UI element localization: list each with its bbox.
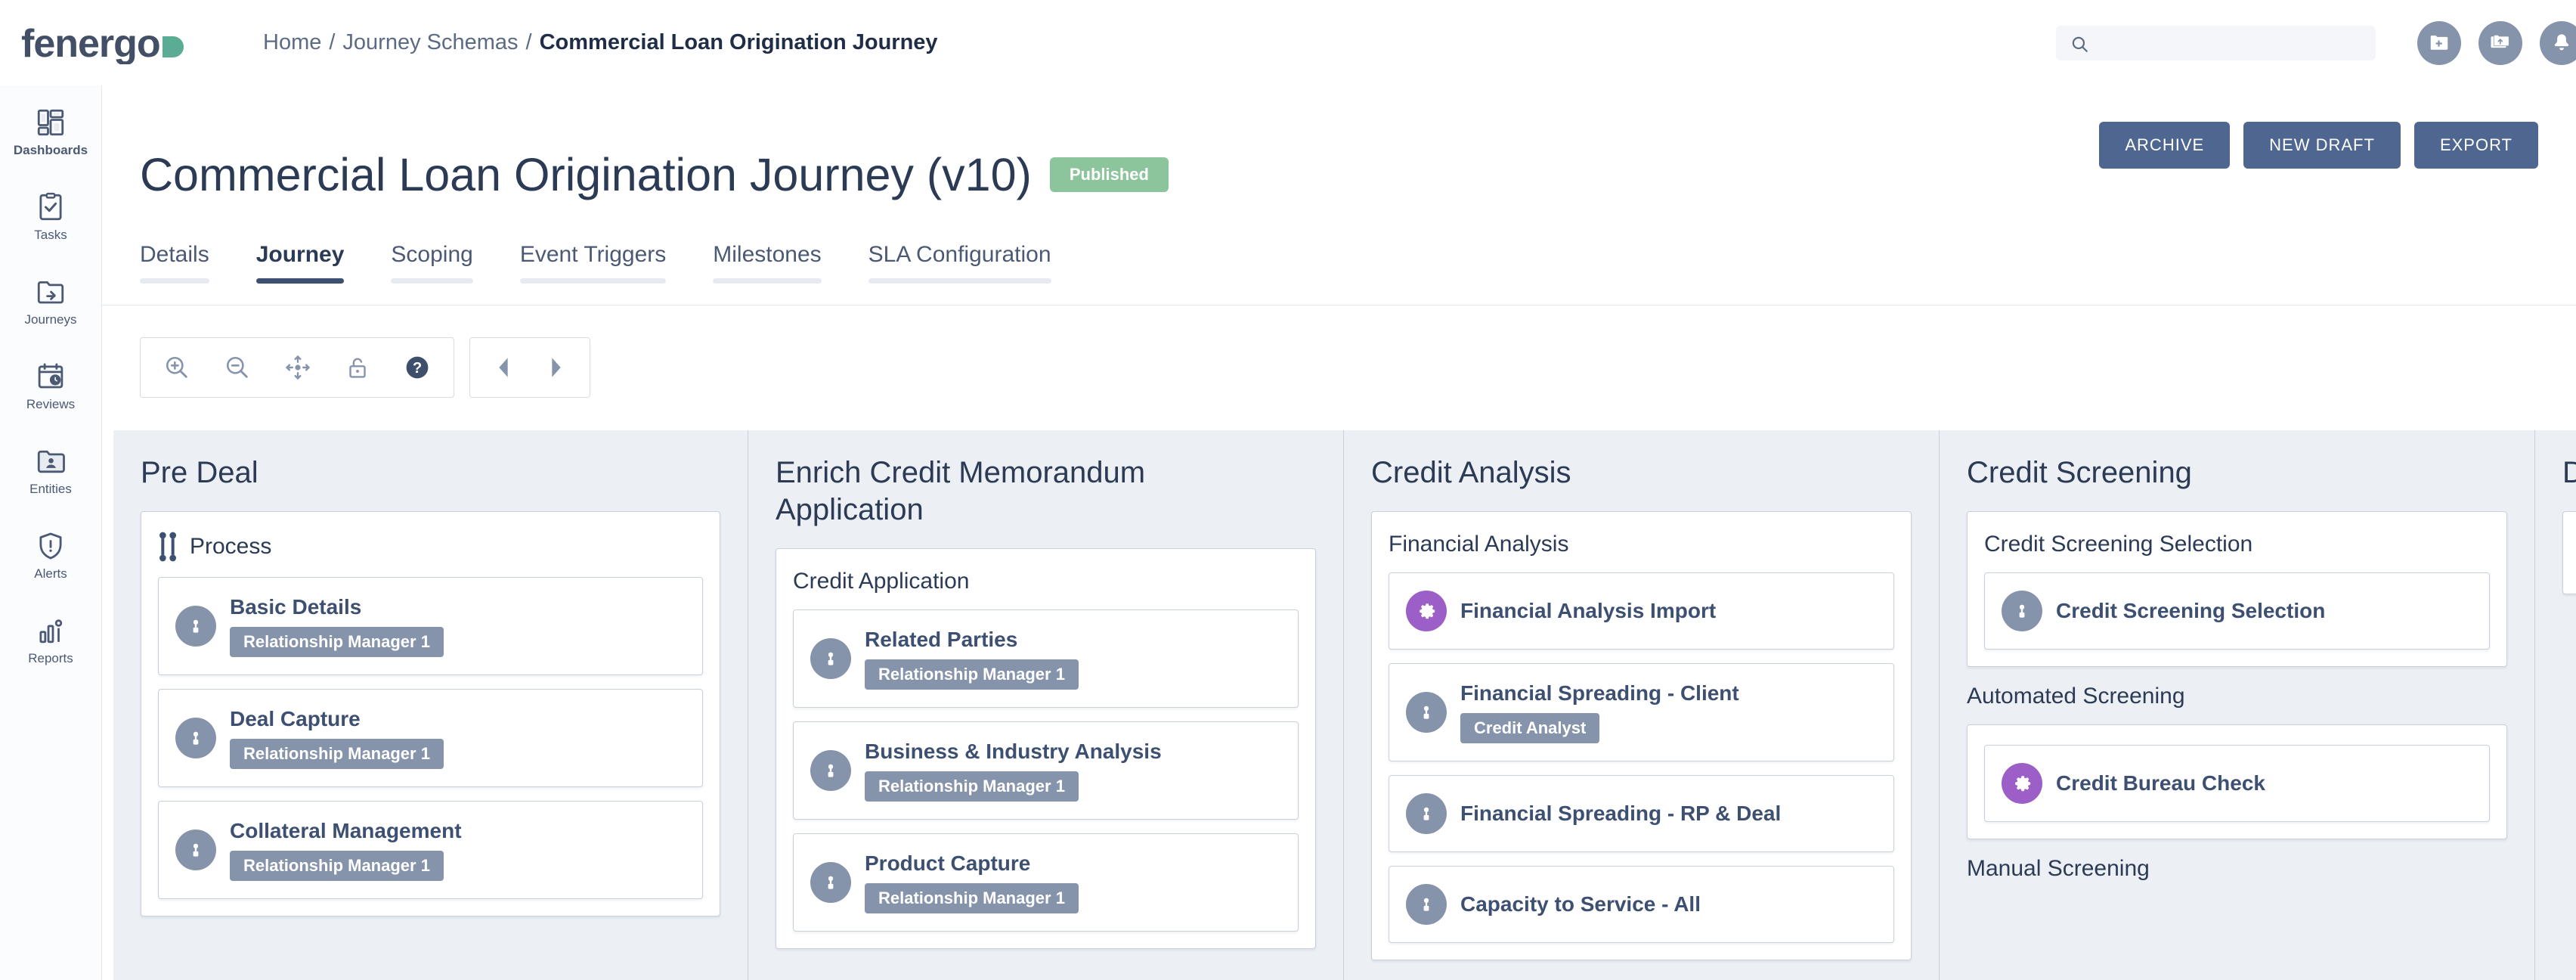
- svg-text:fenergo: fenergo: [21, 22, 160, 64]
- svg-text:?: ?: [413, 360, 422, 377]
